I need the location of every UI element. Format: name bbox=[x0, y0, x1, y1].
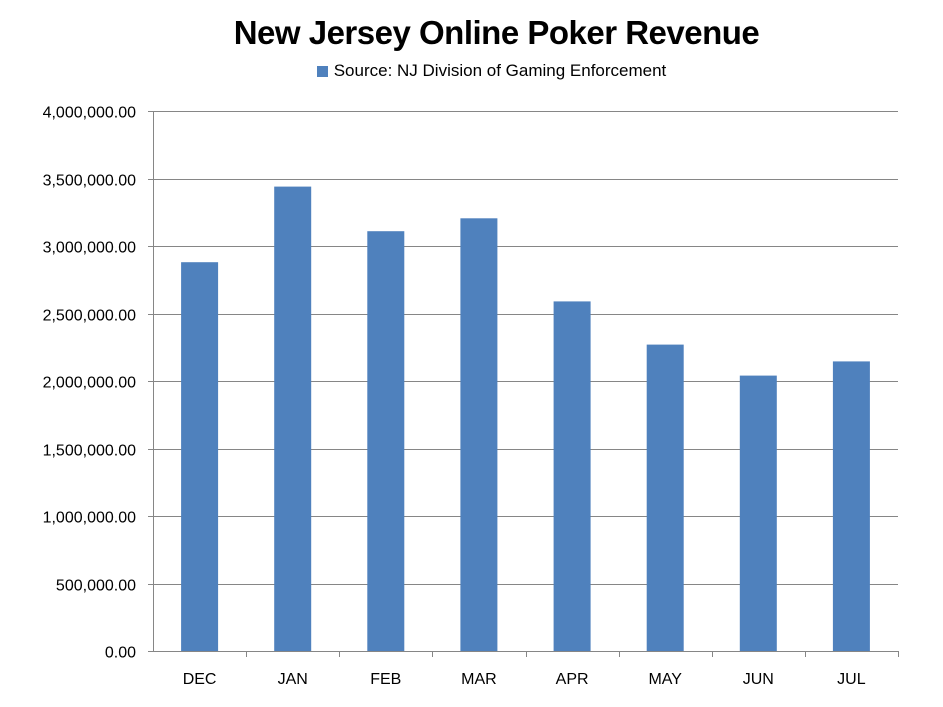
legend-swatch bbox=[316, 65, 328, 77]
y-tick-label: 0.00 bbox=[105, 645, 136, 662]
x-tick-label: APR bbox=[556, 671, 589, 688]
chart-title: New Jersey Online Poker Revenue bbox=[233, 14, 760, 51]
gridlines bbox=[153, 111, 898, 585]
legend-label: Source: NJ Division of Gaming Enforcemen… bbox=[333, 61, 667, 80]
bar-jun bbox=[739, 375, 777, 651]
x-tick-label: MAR bbox=[461, 671, 497, 688]
bar-may bbox=[646, 344, 684, 651]
x-tick-labels: DEC JAN FEB MAR APR MAY JUN JUL bbox=[183, 671, 866, 688]
bar-dec bbox=[181, 262, 219, 651]
x-tick-label: FEB bbox=[370, 671, 401, 688]
x-tick-label: MAY bbox=[648, 671, 682, 688]
y-tick-label: 4,000,000.00 bbox=[43, 105, 137, 122]
y-tick-label: 2,000,000.00 bbox=[43, 375, 137, 392]
y-tick-label: 1,000,000.00 bbox=[43, 510, 137, 527]
x-tick-label: JUN bbox=[743, 671, 774, 688]
bar-mar bbox=[460, 218, 498, 652]
y-tick-label: 3,000,000.00 bbox=[43, 240, 137, 257]
y-tick-label: 1,500,000.00 bbox=[43, 443, 137, 460]
x-tick-label: DEC bbox=[183, 671, 217, 688]
legend: Source: NJ Division of Gaming Enforcemen… bbox=[0, 61, 943, 81]
axes bbox=[148, 111, 899, 657]
x-tick-label: JAN bbox=[278, 671, 308, 688]
bar-apr bbox=[553, 301, 591, 651]
x-tick-label: JUL bbox=[837, 671, 866, 688]
bars bbox=[181, 186, 870, 652]
y-tick-label: 3,500,000.00 bbox=[43, 173, 137, 190]
bar-jul bbox=[832, 361, 870, 651]
y-tick-label: 2,500,000.00 bbox=[43, 308, 137, 325]
bar-feb bbox=[367, 231, 405, 651]
y-tick-label: 500,000.00 bbox=[56, 578, 136, 595]
bar-jan bbox=[274, 186, 312, 651]
y-tick-labels: 0.00 500,000.00 1,000,000.00 1,500,000.00 2,… bbox=[43, 105, 137, 662]
